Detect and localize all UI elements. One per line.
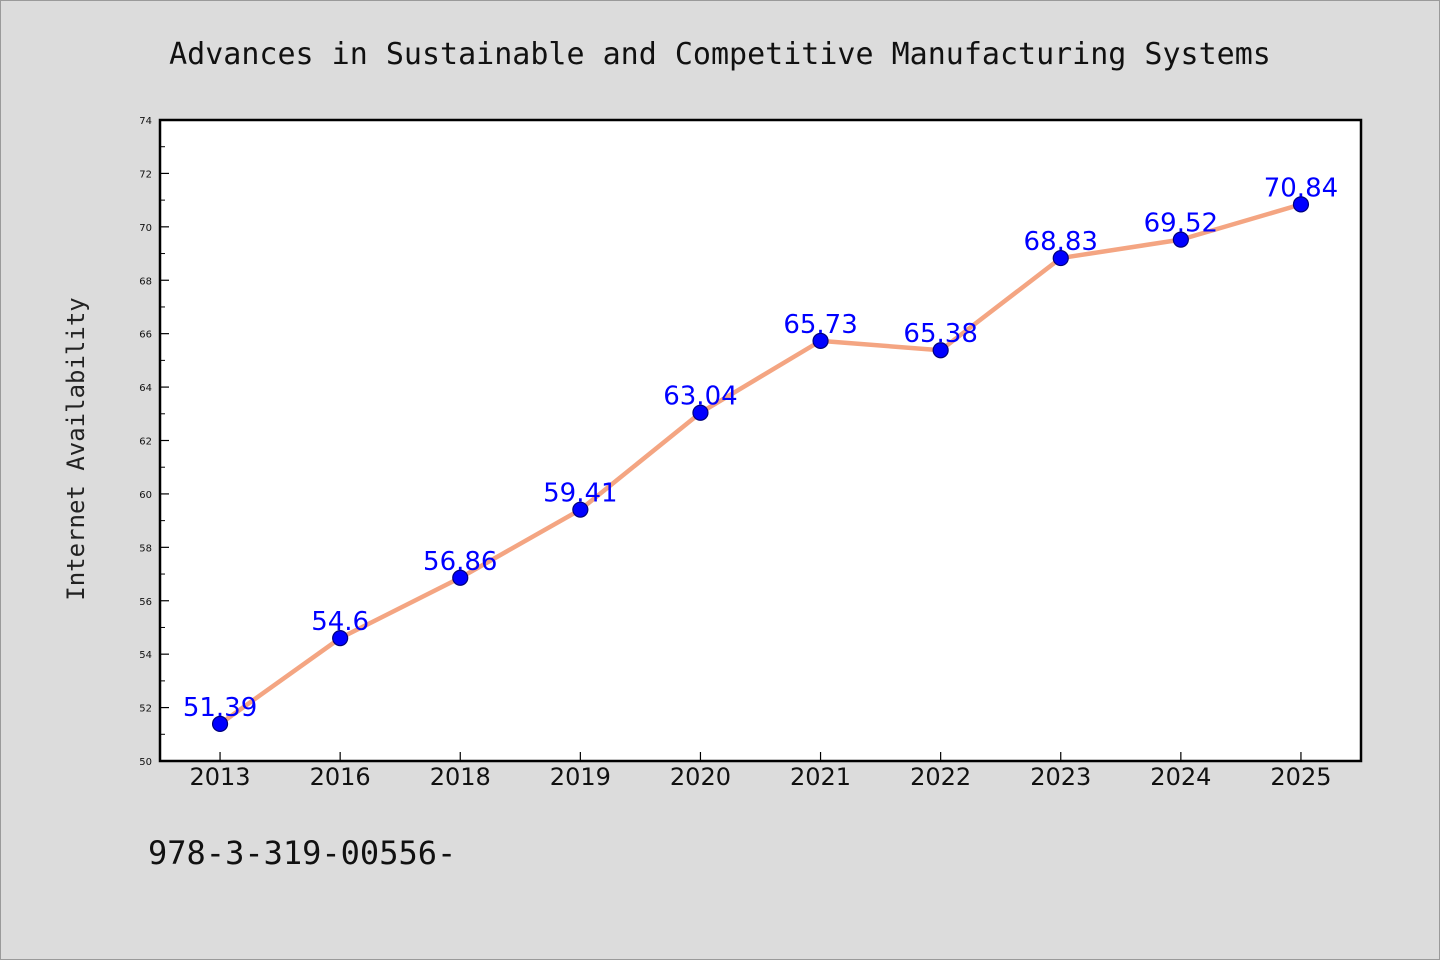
footer-isbn: 978-3-319-00556-	[148, 834, 456, 872]
y-tick-label: 66	[139, 330, 152, 341]
data-point	[572, 501, 589, 518]
data-point	[1172, 231, 1189, 248]
y-tick-label: 60	[139, 490, 152, 501]
data-label: 51.39	[183, 693, 257, 723]
x-tick-label: 2020	[670, 763, 731, 791]
chart-title: Advances in Sustainable and Competitive …	[169, 37, 1271, 72]
data-label: 56.86	[423, 547, 497, 577]
x-tick-label: 2018	[430, 763, 491, 791]
y-tick-label: 70	[139, 223, 152, 234]
data-markers	[211, 196, 1310, 732]
data-point	[211, 715, 229, 732]
data-point	[812, 332, 829, 349]
plot-area	[158, 118, 1363, 763]
data-labels: 51.39 54.6 56.86 59.41 63.04 65.73 65.38 68.83 6…	[183, 173, 1338, 722]
y-tick-label: 56	[139, 597, 152, 608]
series-line	[217, 202, 1304, 727]
data-point	[932, 342, 949, 359]
y-tick-label: 54	[139, 650, 152, 661]
y-axis-label: Internet Availability	[62, 297, 90, 600]
data-label: 68.83	[1024, 227, 1098, 257]
y-axis-ticks: 50 52 54 56 58 60 62 64 66 68 70 72 74	[139, 116, 169, 768]
x-axis-ticks: 2013 2016 2018 2019 2020 2021 2022 2023 2024 2025	[190, 752, 1331, 791]
y-tick-label: 74	[139, 116, 152, 127]
data-label: 70.84	[1264, 173, 1338, 203]
data-label: 65.73	[783, 310, 857, 340]
y-tick-label: 50	[139, 757, 152, 768]
x-tick-label: 2016	[310, 763, 371, 791]
data-label: 54.6	[311, 607, 369, 637]
data-label: 69.52	[1144, 209, 1218, 239]
x-tick-label: 2025	[1270, 763, 1331, 791]
y-tick-label: 72	[139, 169, 152, 180]
x-tick-label: 2019	[550, 763, 611, 791]
y-tick-label: 52	[139, 704, 152, 715]
data-point	[452, 569, 469, 586]
data-point	[332, 630, 349, 647]
x-tick-label: 2023	[1030, 763, 1091, 791]
data-point	[1292, 196, 1310, 213]
x-tick-label: 2024	[1150, 763, 1211, 791]
y-tick-label: 58	[139, 543, 152, 554]
x-tick-label: 2021	[790, 763, 851, 791]
data-point	[1052, 249, 1069, 267]
data-point	[692, 404, 709, 421]
data-label: 65.38	[903, 319, 977, 349]
x-tick-label: 2022	[910, 763, 971, 791]
y-tick-label: 64	[139, 383, 152, 394]
y-tick-label: 62	[139, 437, 152, 448]
data-label: 63.04	[663, 382, 737, 412]
x-tick-label: 2013	[190, 763, 251, 791]
y-tick-label: 68	[139, 276, 152, 287]
data-label: 59.41	[543, 479, 617, 509]
